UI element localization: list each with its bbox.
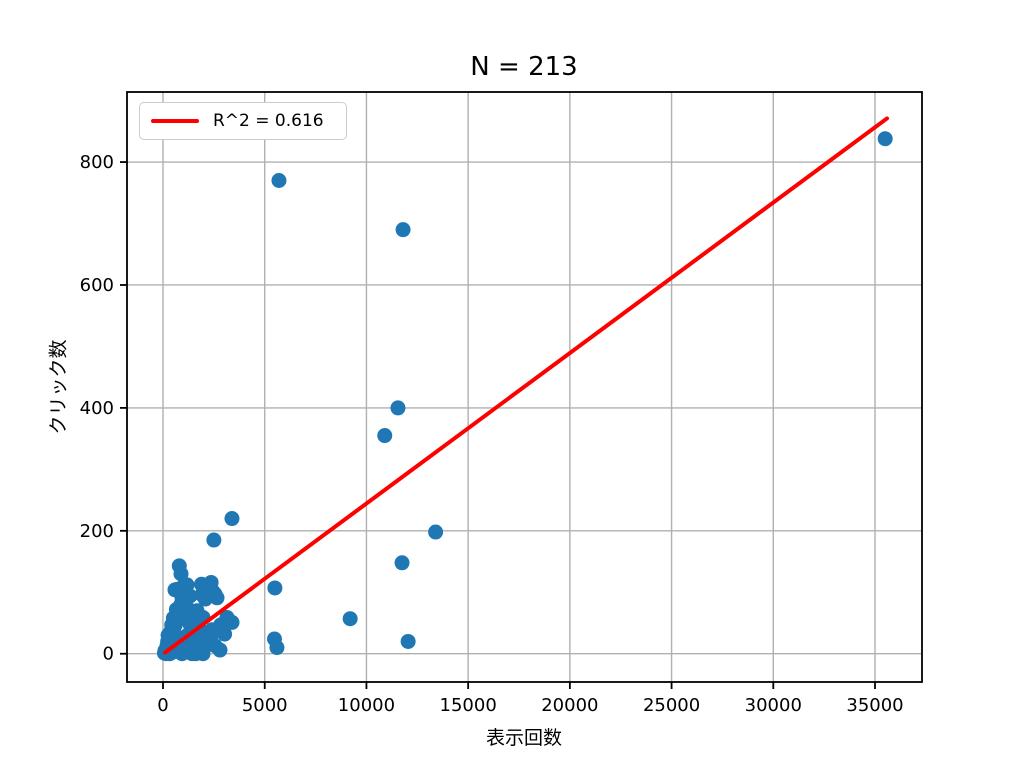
scatter-point (177, 593, 193, 609)
scatter-point (218, 614, 234, 630)
scatter-point (377, 428, 393, 444)
x-axis-label: 表示回数 (485, 727, 563, 749)
y-tick-label: 800 (80, 152, 114, 173)
scatter-point (196, 630, 212, 646)
scatter-point (395, 222, 411, 238)
y-tick-label: 0 (103, 644, 114, 665)
legend: R^2 = 0.616 (139, 102, 347, 140)
x-tick-label: 15000 (440, 695, 497, 716)
legend-line-sample (151, 119, 199, 123)
y-tick-label: 600 (80, 275, 114, 296)
x-tick-label: 35000 (846, 695, 903, 716)
plot-border (126, 91, 923, 683)
scatter-point (182, 640, 198, 656)
scatter-point (400, 633, 416, 649)
scatter-point (224, 511, 240, 527)
scatter-point (877, 131, 893, 147)
scatter-point (342, 611, 358, 627)
scatter-point (394, 555, 410, 571)
scatter-point (206, 532, 222, 548)
x-tick-label: 30000 (745, 695, 802, 716)
scatter-point (217, 626, 233, 642)
scatter-point (167, 582, 183, 598)
x-tick-label: 25000 (643, 695, 700, 716)
x-tick-label: 5000 (242, 695, 288, 716)
regression-line (163, 116, 890, 655)
scatter-point (269, 640, 285, 656)
legend-label: R^2 = 0.616 (213, 111, 324, 131)
y-tick-label: 400 (80, 398, 114, 419)
scatter-point (390, 400, 406, 416)
x-tick-label: 0 (157, 695, 168, 716)
scatter-point (173, 566, 189, 582)
chart-title: N = 213 (470, 52, 578, 82)
scatter-point (428, 524, 444, 540)
scatter-point (267, 580, 283, 596)
x-tick-label: 10000 (338, 695, 395, 716)
scatter-point (212, 642, 228, 658)
y-tick-label: 200 (80, 521, 114, 542)
y-axis-label: クリック数 (47, 339, 70, 435)
scatter-point (207, 586, 223, 602)
scatter-point (271, 173, 287, 188)
x-tick-label: 20000 (541, 695, 598, 716)
